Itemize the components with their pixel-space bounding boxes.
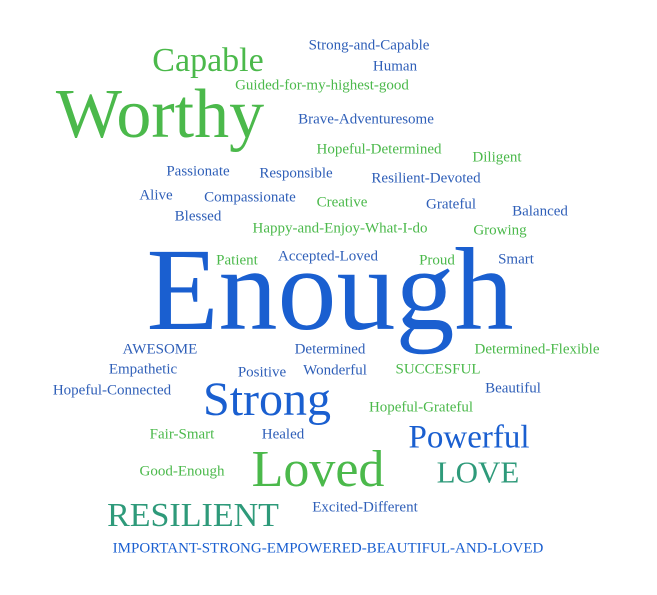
word-enough: Enough xyxy=(146,224,514,355)
word-determined: Determined xyxy=(294,341,366,358)
word-balanced: Balanced xyxy=(512,203,568,220)
word-diligent: Diligent xyxy=(472,149,522,166)
word-succesful: SUCCESFUL xyxy=(395,361,481,378)
word-blessed: Blessed xyxy=(174,208,222,225)
word-responsible: Responsible xyxy=(259,165,333,182)
word-good-enough: Good-Enough xyxy=(139,463,225,480)
word-empathetic: Empathetic xyxy=(108,361,178,378)
word-alive: Alive xyxy=(139,187,173,204)
word-wonderful: Wonderful xyxy=(303,362,367,379)
word-guided-for-my-highest-good: Guided-for-my-highest-good xyxy=(235,77,409,94)
word-hopeful-grateful: Hopeful-Grateful xyxy=(368,399,474,416)
word-brave-adventuresome: Brave-Adventuresome xyxy=(298,111,434,128)
word-strong: Strong xyxy=(202,373,332,426)
word-determined-flexible: Determined-Flexible xyxy=(474,341,600,358)
word-compassionate: Compassionate xyxy=(204,189,296,206)
word-human: Human xyxy=(372,58,418,75)
word-powerful: Powerful xyxy=(408,419,530,456)
word-hopeful-connected: Hopeful-Connected xyxy=(52,382,172,399)
word-passionate: Passionate xyxy=(166,163,230,180)
word-excited-different: Excited-Different xyxy=(312,499,418,516)
word-important-strong-empowered-beautiful-and-loved: IMPORTANT-STRONG-EMPOWERED-BEAUTIFUL-AND… xyxy=(112,540,544,557)
word-capable: Capable xyxy=(152,42,264,79)
word-love: LOVE xyxy=(436,454,520,490)
word-growing: Growing xyxy=(473,222,527,239)
word-resilient-devoted: Resilient-Devoted xyxy=(371,170,481,187)
word-patient: Patient xyxy=(216,252,258,269)
word-grateful: Grateful xyxy=(426,196,476,213)
word-happy-and-enjoy-what-i-do: Happy-and-Enjoy-What-I-do xyxy=(252,220,428,237)
word-positive: Positive xyxy=(237,364,287,381)
word-healed: Healed xyxy=(261,426,305,443)
word-awesome: AWESOME xyxy=(122,341,198,358)
word-fair-smart: Fair-Smart xyxy=(149,426,215,443)
word-creative: Creative xyxy=(316,194,368,211)
word-loved: Loved xyxy=(251,441,385,498)
word-resilient: RESILIENT xyxy=(107,497,279,534)
word-beautiful: Beautiful xyxy=(485,380,541,397)
word-worthy: Worthy xyxy=(55,76,265,153)
word-hopeful-determined: Hopeful-Determined xyxy=(316,141,442,158)
word-accepted-loved: Accepted-Loved xyxy=(278,248,378,265)
word-strong-and-capable: Strong-and-Capable xyxy=(308,37,430,54)
word-proud: Proud xyxy=(419,252,455,269)
word-smart: Smart xyxy=(498,251,534,268)
